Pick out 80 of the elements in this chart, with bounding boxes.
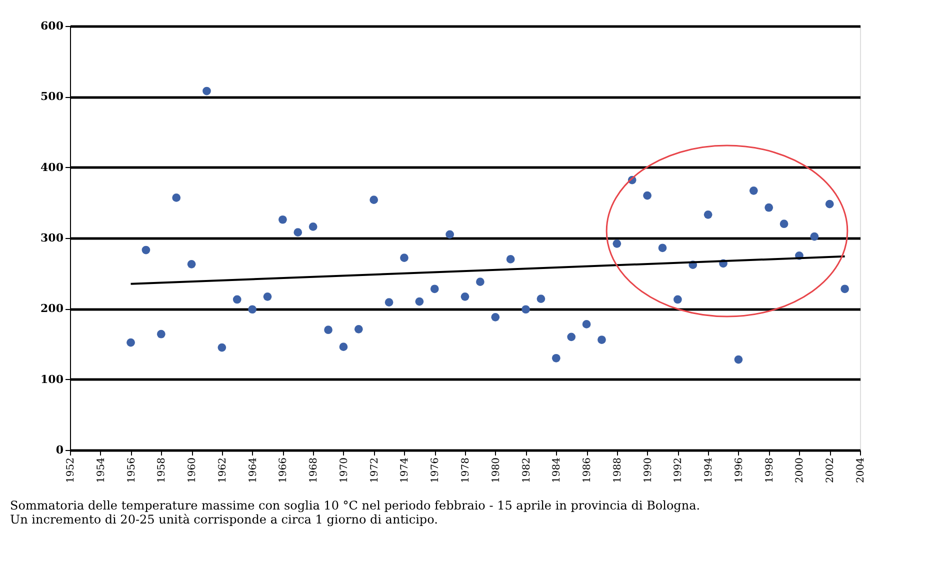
x-tick-label: 1994 bbox=[704, 458, 715, 483]
point bbox=[734, 355, 743, 364]
point bbox=[400, 254, 408, 262]
y-tick-label: 600 bbox=[40, 20, 64, 32]
point bbox=[825, 200, 834, 208]
x-tick-label: 2002 bbox=[825, 458, 836, 483]
point bbox=[232, 295, 242, 304]
point bbox=[567, 332, 576, 342]
y-tick-label: 100 bbox=[40, 372, 64, 386]
text: Sommatoria delle temperature massime con soglia 10 °C nel periodo febbraio - 15 aprile in provincia di Bologna. bbox=[10, 498, 700, 512]
x-tick-label: 2004 bbox=[856, 458, 866, 483]
point bbox=[582, 320, 591, 328]
x-tick-label: 1978 bbox=[460, 458, 472, 483]
point bbox=[764, 203, 774, 212]
point bbox=[598, 336, 606, 344]
point bbox=[142, 246, 150, 254]
point bbox=[370, 196, 378, 204]
text: Un incremento di 20-25 unità corrisponde a circa 1 giorno di anticipo. bbox=[10, 512, 438, 526]
x-tick-label: 1996 bbox=[734, 458, 745, 483]
x-tick-label: 1960 bbox=[187, 458, 198, 483]
point bbox=[324, 326, 332, 334]
y-tick-label: 400 bbox=[40, 160, 64, 174]
point bbox=[384, 298, 394, 306]
x-tick-label: 1976 bbox=[430, 458, 442, 483]
x-tick-label: 2000 bbox=[794, 458, 806, 483]
point bbox=[749, 186, 758, 195]
point bbox=[522, 305, 530, 314]
y-tick-label: 200 bbox=[40, 302, 64, 316]
point bbox=[202, 86, 211, 96]
point bbox=[218, 343, 226, 352]
x-tick-label: 1968 bbox=[308, 458, 320, 483]
point bbox=[612, 239, 622, 248]
y-tick-label: 0 bbox=[56, 444, 64, 456]
point bbox=[294, 228, 302, 237]
point bbox=[460, 292, 470, 301]
y-tick-label: 300 bbox=[40, 232, 64, 244]
point bbox=[263, 292, 272, 301]
x-tick-label: 1974 bbox=[400, 458, 411, 483]
point bbox=[552, 354, 560, 362]
x-tick-label: 1972 bbox=[369, 458, 380, 483]
point bbox=[491, 312, 500, 322]
point bbox=[506, 255, 515, 264]
point bbox=[187, 260, 196, 268]
point bbox=[704, 210, 712, 219]
x-tick-label: 1970 bbox=[338, 458, 350, 483]
point bbox=[446, 230, 454, 239]
point bbox=[536, 294, 546, 303]
x-tick-label: 1998 bbox=[764, 458, 776, 483]
x-tick-label: 1958 bbox=[156, 458, 168, 483]
point bbox=[476, 278, 484, 286]
point bbox=[643, 191, 652, 200]
point bbox=[354, 324, 363, 334]
point bbox=[156, 330, 166, 338]
point bbox=[172, 194, 181, 202]
x-tick-label: 1990 bbox=[642, 458, 654, 483]
point bbox=[278, 215, 287, 224]
point bbox=[780, 220, 788, 228]
point bbox=[248, 305, 256, 314]
x-tick-label: 1986 bbox=[582, 458, 594, 483]
point bbox=[415, 297, 424, 306]
x-tick-label: 1962 bbox=[217, 458, 228, 483]
point bbox=[840, 284, 849, 294]
x-tick-label: 1992 bbox=[673, 458, 684, 483]
x-tick-label: 1988 bbox=[612, 458, 624, 483]
x-tick-label: 1980 bbox=[490, 458, 502, 483]
x-tick-label: 1956 bbox=[126, 458, 138, 483]
point bbox=[126, 338, 135, 347]
y-tick-label: 500 bbox=[40, 90, 64, 104]
x-tick-label: 1954 bbox=[96, 458, 107, 483]
point bbox=[810, 232, 819, 241]
point bbox=[658, 244, 667, 252]
point bbox=[339, 342, 348, 351]
x-tick-label: 1966 bbox=[278, 458, 290, 483]
point bbox=[308, 222, 318, 231]
point bbox=[674, 295, 682, 304]
point bbox=[430, 284, 439, 294]
x-tick-label: 1952 bbox=[66, 458, 76, 483]
x-tick-label: 1982 bbox=[521, 458, 532, 483]
x-tick-label: 1984 bbox=[552, 458, 563, 483]
x-tick-label: 1964 bbox=[248, 458, 259, 483]
